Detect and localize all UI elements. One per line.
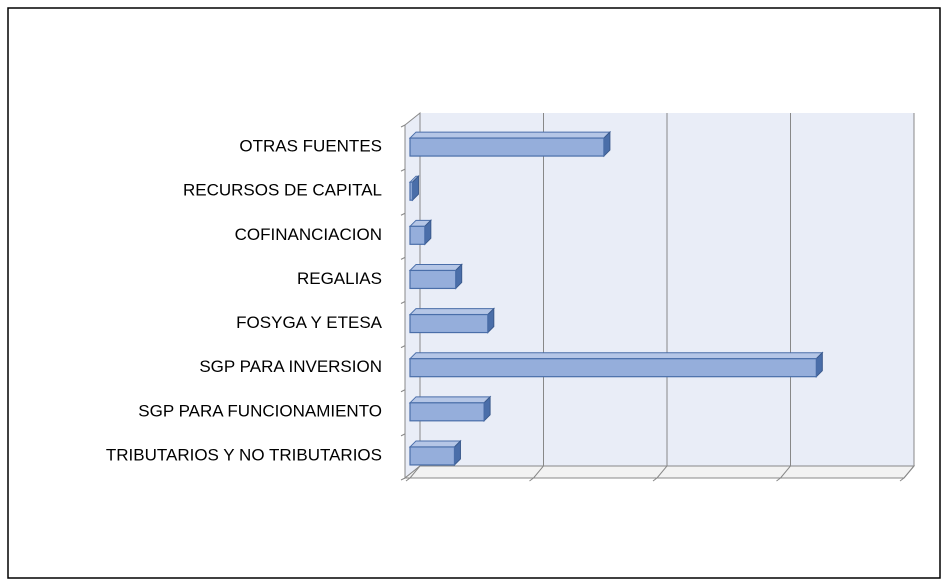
grid-line <box>656 113 668 479</box>
bar-face <box>408 308 496 316</box>
bar <box>408 307 496 334</box>
y-tick-mark <box>400 301 406 304</box>
y-tick-mark <box>400 256 406 260</box>
bar-face <box>409 358 817 378</box>
bar <box>408 130 612 158</box>
y-tick-mark <box>400 389 406 393</box>
grid-line <box>533 113 544 479</box>
bar-face <box>408 440 462 448</box>
bar <box>408 395 492 423</box>
y-tick-mark <box>400 477 406 481</box>
bar-face <box>409 446 456 466</box>
x-tick-mark <box>652 477 658 482</box>
y-tick-mark <box>400 345 406 349</box>
y-tick-mark <box>400 124 406 128</box>
bar <box>408 351 824 378</box>
y-tick-label: OTRAS FUENTES <box>239 137 382 156</box>
side-wall <box>404 111 421 480</box>
bar-face <box>409 269 457 290</box>
y-tick-label: RECURSOS DE CAPITAL <box>183 181 382 200</box>
bar-face <box>409 225 426 245</box>
bar-face <box>408 352 824 360</box>
x-tick-mark <box>405 477 411 482</box>
y-tick-mark <box>400 168 406 172</box>
bar-face <box>408 396 492 404</box>
y-tick-label: SGP PARA INVERSION <box>199 357 382 376</box>
x-tick-mark <box>899 477 905 482</box>
bar-face <box>409 313 489 334</box>
bar <box>408 174 420 202</box>
grid-line <box>780 113 791 479</box>
y-tick-label: TRIBUTARIOS Y NO TRIBUTARIOS <box>106 445 382 464</box>
bar-face <box>409 402 485 422</box>
bar-face <box>408 263 463 271</box>
bar-face <box>409 137 605 157</box>
bar <box>408 219 433 246</box>
y-tick-mark <box>400 433 406 437</box>
floor <box>403 465 916 479</box>
grid-line <box>903 113 915 479</box>
bar-face <box>408 131 612 139</box>
y-tick-label: REGALIAS <box>297 269 382 288</box>
y-tick-label: FOSYGA Y ETESA <box>236 313 382 332</box>
bar-face <box>409 181 414 201</box>
y-tick-mark <box>400 212 406 216</box>
x-tick-mark <box>529 477 534 482</box>
y-tick-label: COFINANCIACION <box>235 225 382 244</box>
bar <box>408 439 462 467</box>
bar <box>408 263 463 290</box>
y-tick-label: SGP PARA FUNCIONAMIENTO <box>138 401 382 420</box>
x-tick-mark <box>776 477 781 482</box>
